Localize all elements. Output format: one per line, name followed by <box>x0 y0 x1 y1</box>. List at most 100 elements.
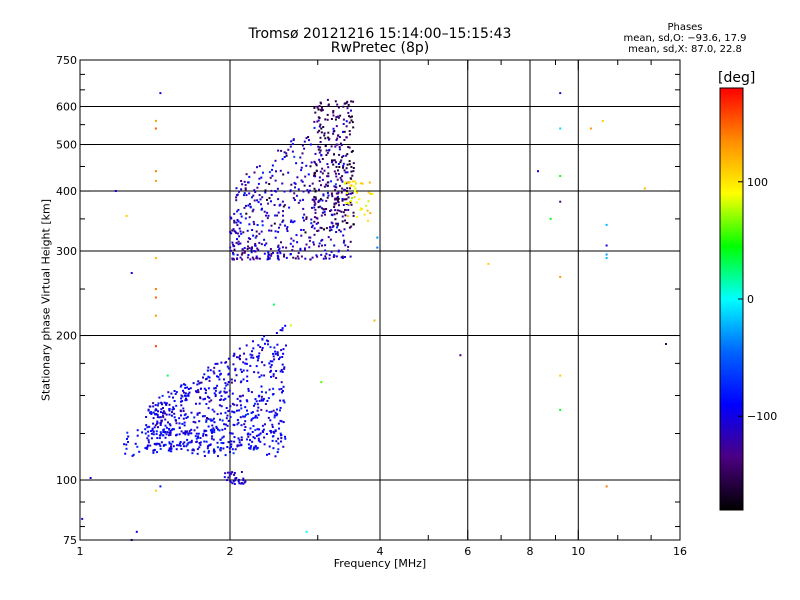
data-point <box>279 370 282 373</box>
data-point <box>224 397 227 400</box>
colorbar-tick-label: −100 <box>747 410 777 423</box>
data-point <box>232 452 235 455</box>
data-point <box>258 165 261 168</box>
data-point <box>343 188 346 191</box>
data-point <box>279 169 282 172</box>
data-point <box>203 387 206 390</box>
data-point <box>326 113 329 116</box>
data-point <box>232 480 235 483</box>
data-point <box>235 231 237 234</box>
data-point <box>162 414 164 417</box>
data-point <box>277 249 280 251</box>
data-point <box>263 210 266 213</box>
data-point <box>240 407 243 410</box>
data-point <box>356 191 359 194</box>
data-point <box>290 140 293 143</box>
data-point <box>203 440 206 443</box>
data-point <box>219 438 222 441</box>
data-point <box>239 416 242 419</box>
data-point <box>261 349 264 352</box>
data-point <box>338 184 341 187</box>
data-point <box>333 130 336 132</box>
data-point <box>244 187 247 190</box>
data-point <box>146 437 149 440</box>
data-point <box>154 413 156 416</box>
data-point <box>167 391 170 394</box>
data-point <box>244 217 247 220</box>
data-point <box>273 358 276 361</box>
data-point <box>279 409 281 412</box>
data-point <box>224 391 227 394</box>
data-point <box>349 199 352 202</box>
data-point <box>273 222 276 225</box>
data-point <box>350 203 353 206</box>
data-point <box>342 241 345 244</box>
data-point <box>366 209 369 212</box>
data-point <box>242 231 245 234</box>
data-point <box>299 199 302 202</box>
data-point <box>367 191 370 194</box>
data-point <box>230 232 233 235</box>
data-point <box>231 229 234 232</box>
data-point <box>308 236 311 239</box>
data-point <box>232 253 235 256</box>
data-point <box>130 272 133 274</box>
data-point <box>268 452 271 455</box>
data-point <box>192 448 195 451</box>
data-point <box>167 421 169 424</box>
phases-info-o-mode: mean, sd,O: −93.6, 17.9 <box>623 33 747 44</box>
data-point <box>253 250 256 252</box>
data-point <box>305 137 308 140</box>
data-point <box>150 412 153 415</box>
data-point <box>250 248 253 251</box>
data-point <box>223 378 225 381</box>
data-point <box>222 442 225 445</box>
data-point <box>233 212 236 215</box>
data-point <box>205 419 208 422</box>
data-point <box>317 119 320 122</box>
data-point <box>278 226 280 229</box>
data-point <box>253 371 256 374</box>
data-point <box>559 200 562 203</box>
data-point <box>324 249 327 252</box>
data-point <box>313 196 316 199</box>
data-point <box>286 226 289 229</box>
data-point <box>170 450 173 453</box>
data-point <box>238 478 240 481</box>
data-point <box>213 410 216 413</box>
data-point <box>256 416 259 419</box>
data-point <box>337 201 340 204</box>
data-point <box>277 258 280 261</box>
data-point <box>267 340 270 343</box>
data-point <box>271 439 274 442</box>
data-point <box>175 448 178 451</box>
data-point <box>337 106 340 109</box>
data-point <box>245 399 248 402</box>
data-point <box>211 435 214 438</box>
data-point <box>153 426 156 429</box>
data-point <box>308 246 311 249</box>
data-point <box>243 251 246 254</box>
data-point <box>81 517 84 520</box>
data-point <box>313 204 316 206</box>
data-point <box>321 211 324 214</box>
data-point <box>345 167 348 170</box>
data-point <box>348 146 351 149</box>
data-point <box>367 200 370 203</box>
data-point <box>260 390 263 393</box>
data-point <box>173 412 176 415</box>
data-point <box>283 401 286 404</box>
data-point <box>249 439 251 442</box>
data-point <box>256 409 259 412</box>
data-point <box>272 387 275 390</box>
data-point <box>285 344 287 347</box>
chart-title-line1: Tromsø 20121216 15:14:00–15:15:43 <box>248 26 512 42</box>
data-point <box>326 118 329 121</box>
data-point <box>346 163 349 166</box>
data-point <box>197 435 200 438</box>
data-point <box>343 130 346 133</box>
data-point <box>205 440 208 443</box>
data-point <box>354 190 356 193</box>
data-point <box>361 182 364 185</box>
data-point <box>164 430 167 433</box>
